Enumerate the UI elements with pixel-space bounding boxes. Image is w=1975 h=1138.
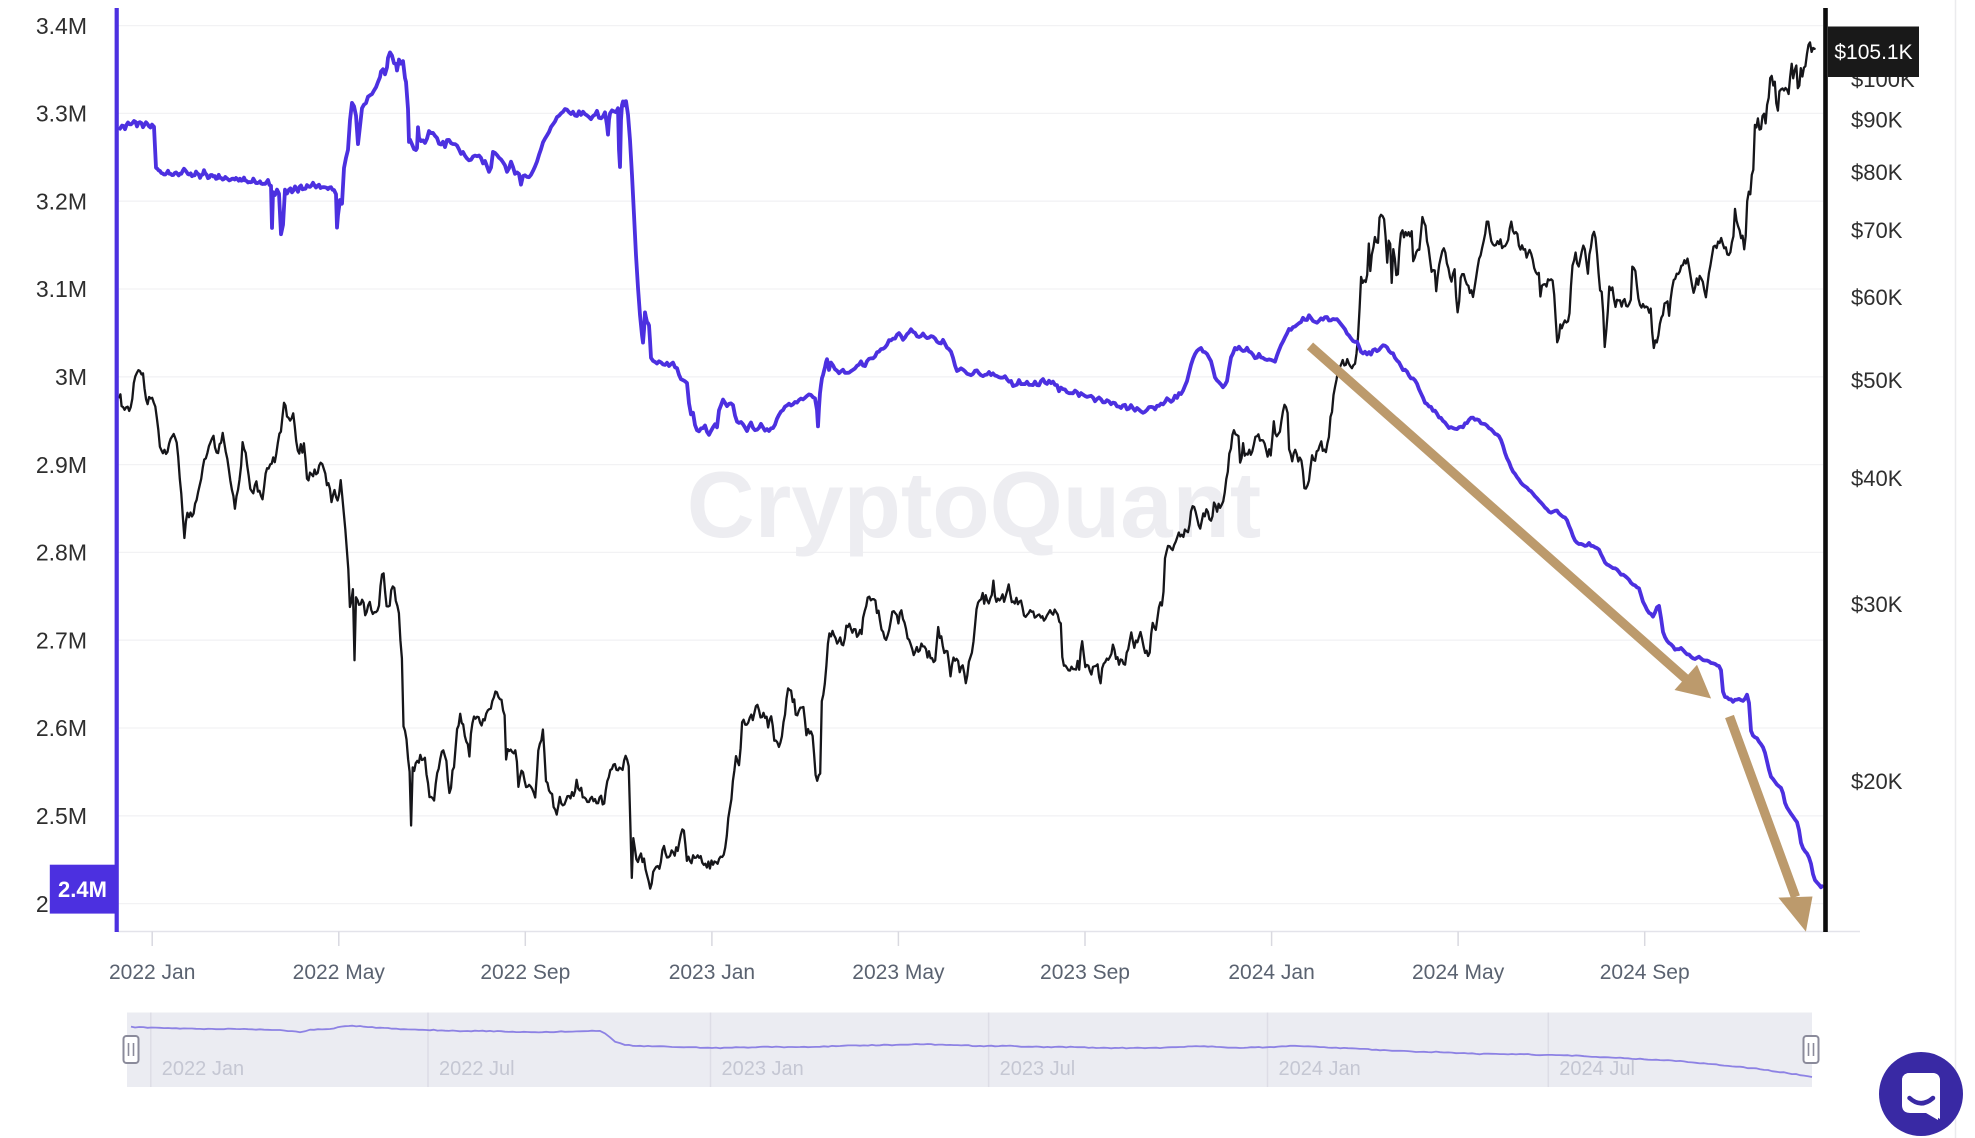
svg-text:2024 Jul: 2024 Jul xyxy=(1559,1058,1635,1080)
svg-text:2022 Jan: 2022 Jan xyxy=(109,961,195,984)
svg-text:CryptoQuant: CryptoQuant xyxy=(687,452,1261,557)
svg-text:$105.1K: $105.1K xyxy=(1834,41,1912,64)
svg-text:2.7M: 2.7M xyxy=(36,627,87,653)
svg-text:2024 Sep: 2024 Sep xyxy=(1600,961,1690,984)
svg-text:$80K: $80K xyxy=(1851,160,1903,185)
svg-text:2023 Jul: 2023 Jul xyxy=(1000,1058,1076,1080)
svg-text:2.6M: 2.6M xyxy=(36,715,87,741)
svg-text:$70K: $70K xyxy=(1851,218,1903,243)
svg-text:2022 Jul: 2022 Jul xyxy=(439,1058,515,1080)
svg-text:3M: 3M xyxy=(55,364,87,390)
svg-text:2023 May: 2023 May xyxy=(852,961,945,984)
svg-text:2024 May: 2024 May xyxy=(1412,961,1505,984)
svg-text:$40K: $40K xyxy=(1851,466,1903,491)
svg-text:2022 Jan: 2022 Jan xyxy=(162,1058,244,1080)
svg-text:3.3M: 3.3M xyxy=(36,101,87,127)
svg-text:$20K: $20K xyxy=(1851,769,1903,794)
svg-text:2023 Sep: 2023 Sep xyxy=(1040,961,1130,984)
svg-text:3.2M: 3.2M xyxy=(36,188,87,214)
svg-text:$30K: $30K xyxy=(1851,592,1903,617)
svg-text:2.4M: 2.4M xyxy=(58,877,107,902)
svg-text:2023 Jan: 2023 Jan xyxy=(722,1058,804,1080)
svg-text:$60K: $60K xyxy=(1851,285,1903,310)
svg-text:2.5M: 2.5M xyxy=(36,803,87,829)
svg-text:2024 Jan: 2024 Jan xyxy=(1228,961,1314,984)
svg-text:$90K: $90K xyxy=(1851,108,1903,133)
svg-text:3.4M: 3.4M xyxy=(36,13,87,39)
svg-text:2024 Jan: 2024 Jan xyxy=(1279,1058,1361,1080)
svg-text:$50K: $50K xyxy=(1851,368,1903,393)
svg-text:2022 Sep: 2022 Sep xyxy=(480,961,570,984)
svg-text:3.1M: 3.1M xyxy=(36,276,87,302)
svg-text:2.8M: 2.8M xyxy=(36,540,87,566)
svg-text:2022 May: 2022 May xyxy=(293,961,386,984)
svg-text:2.9M: 2.9M xyxy=(36,452,87,478)
svg-text:2023 Jan: 2023 Jan xyxy=(669,961,755,984)
